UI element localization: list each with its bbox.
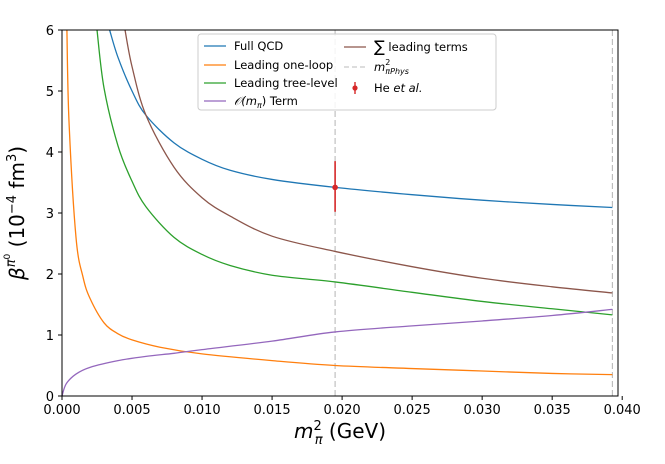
x-tick-label: 0.025 — [394, 403, 431, 418]
y-axis-title-exp: −4 — [5, 195, 20, 214]
y-axis-title-unit: fm — [5, 162, 29, 195]
legend-4-label-sub: π — [257, 101, 262, 110]
x-tick-label: 0.005 — [113, 403, 150, 418]
error-point — [332, 184, 338, 191]
y-axis-title-close: ) — [5, 146, 29, 154]
y-tick-label: 0 — [46, 390, 54, 405]
x-axis-title: m2 π (GeV) — [294, 419, 386, 448]
x-tick-label: 0.030 — [464, 403, 501, 418]
legend-7-label: He et al. — [374, 81, 423, 95]
legend-4-label-tail: ) Term — [262, 94, 298, 108]
legend-7-label-base: He — [374, 81, 393, 95]
legend-7-label-tail: et al. — [393, 81, 422, 95]
x-axis-title-sub: π — [315, 433, 323, 448]
x-tick-label: 0.040 — [604, 403, 641, 418]
legend-6-label-sub: πPhys — [385, 67, 409, 76]
x-tick-label: 0.000 — [43, 403, 80, 418]
legend-1-label: Full QCD — [234, 39, 283, 53]
y-tick-label: 6 — [46, 24, 54, 39]
legend-4-label-base: 𝒪(m — [234, 94, 257, 108]
legend-6-label-base: m — [374, 60, 385, 74]
series-line-m-term — [62, 308, 613, 396]
x-tick-label: 0.020 — [323, 403, 360, 418]
series-line-leading-one-loop — [66, 30, 613, 376]
x-tick-label: 0.015 — [253, 403, 290, 418]
legend-6-label: m2 πPhys — [374, 58, 409, 76]
x-tick-label: 0.010 — [183, 403, 220, 418]
legend-box — [197, 33, 497, 111]
legend-5-label-sigma: ∑ — [374, 37, 385, 56]
y-axis-title-open: (10 — [5, 214, 29, 254]
legend-2-label: Leading one-loop — [234, 58, 333, 72]
legend-3-label: Leading tree-level — [234, 76, 338, 90]
y-tick-label: 1 — [46, 329, 54, 344]
series-line-leading-tree-level — [96, 30, 613, 316]
x-axis-title-unit: (GeV) — [323, 419, 386, 443]
x-axis-title-sup: 2 — [313, 419, 321, 434]
y-axis-title-base: β — [5, 267, 29, 281]
x-axis-title-base: m — [294, 419, 313, 443]
x-tick-label: 0.035 — [534, 403, 571, 418]
y-axis-title-cube: 3 — [5, 154, 20, 162]
y-axis-title-supsup: 0 — [3, 253, 13, 259]
legend-6-label-sup: 2 — [385, 58, 390, 67]
legend-5-label: ∑ leading terms — [374, 37, 468, 56]
legend-5-label-tail: leading terms — [385, 40, 468, 54]
y-tick-label: 2 — [46, 268, 54, 283]
series-line-full-qcd — [108, 30, 613, 209]
series-line-leading-terms — [124, 30, 613, 294]
y-tick-label: 5 — [46, 85, 54, 100]
legend-7-swatch-dot — [352, 85, 358, 91]
plot-area — [62, 30, 613, 396]
y-tick-label: 3 — [46, 207, 54, 222]
y-axis-title: βπ0 (10−4 fm3) — [3, 146, 29, 281]
y-axis-title-sup: π — [4, 259, 19, 267]
y-tick-label: 4 — [46, 146, 54, 161]
legend-4-label: 𝒪(mπ) Term — [234, 94, 298, 110]
